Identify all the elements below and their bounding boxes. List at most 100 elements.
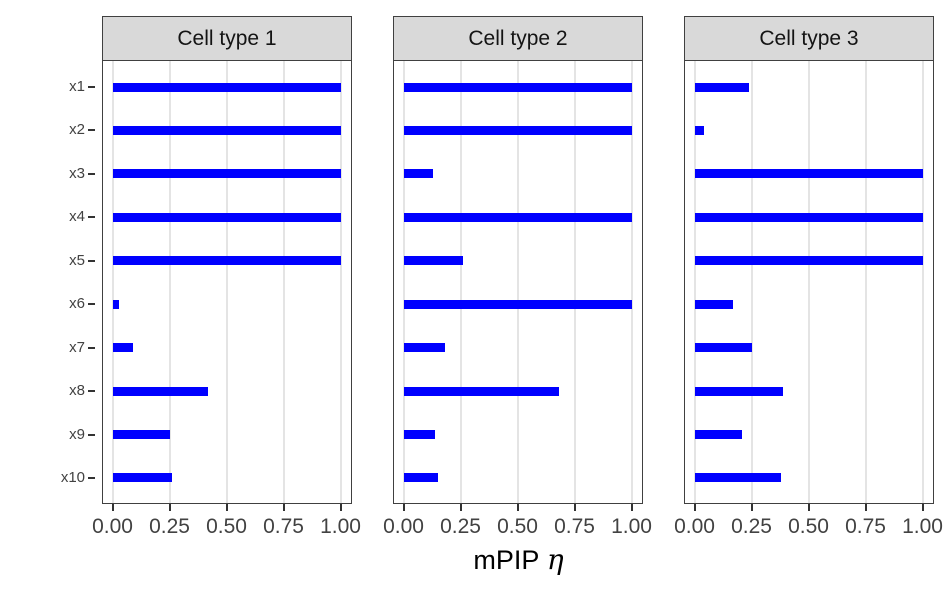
x-axis-tick — [750, 504, 753, 511]
y-axis-label-x8: x8 — [69, 382, 85, 400]
x-axis-tick — [516, 504, 519, 511]
bar-x5 — [403, 256, 463, 266]
bar-x1 — [694, 82, 750, 92]
x-axis-tick-label: 0.75 — [554, 515, 595, 538]
bar-x4 — [694, 212, 923, 222]
y-axis-label-x9: x9 — [69, 425, 85, 443]
x-axis-tick — [864, 504, 867, 511]
y-axis-label-x5: x5 — [69, 251, 85, 269]
x-axis-tick — [282, 504, 285, 511]
bar-x7 — [694, 343, 752, 353]
y-axis-label-x7: x7 — [69, 338, 85, 356]
x-axis-tick-label: 0.50 — [206, 515, 247, 538]
x-axis-tick-label: 1.00 — [611, 515, 652, 538]
y-axis-tick — [88, 433, 95, 436]
bar-x1 — [112, 82, 341, 92]
bar-x3 — [694, 169, 923, 179]
x-axis-tick-label: 0.50 — [497, 515, 538, 538]
gridline-0.00 — [111, 61, 114, 503]
x-axis-tick — [807, 504, 810, 511]
bar-x1 — [403, 82, 632, 92]
x-axis-tick — [573, 504, 576, 511]
y-axis-label-x6: x6 — [69, 295, 85, 313]
y-axis-label-x3: x3 — [69, 164, 85, 182]
x-axis-tick — [693, 504, 696, 511]
bar-x6 — [694, 299, 734, 309]
x-axis-title: mPIP η — [102, 543, 935, 579]
x-axis-tick — [168, 504, 171, 511]
bar-x3 — [112, 169, 341, 179]
x-axis-tick-label: 1.00 — [320, 515, 361, 538]
y-axis-tick — [88, 476, 95, 479]
gridline-0.25 — [750, 61, 753, 503]
gridline-0.00 — [402, 61, 405, 503]
y-axis-tick — [88, 346, 95, 349]
x-axis-tick-label: 0.75 — [845, 515, 886, 538]
x-axis-tick — [402, 504, 405, 511]
x-axis-tick-label: 0.00 — [92, 515, 133, 538]
x-axis-tick-label: 1.00 — [902, 515, 943, 538]
gridline-0.50 — [225, 61, 228, 503]
x-axis-tick-label: 0.75 — [263, 515, 304, 538]
y-axis-tick — [88, 216, 95, 219]
gridline-0.75 — [864, 61, 867, 503]
gridline-0.25 — [459, 61, 462, 503]
x-axis-title-eta-symbol: η — [546, 543, 564, 576]
x-axis-tick-label: 0.25 — [731, 515, 772, 538]
facet-strip-label: Cell type 2 — [468, 26, 568, 50]
facet-strip: Cell type 2 — [393, 16, 643, 61]
bar-x2 — [112, 125, 341, 135]
x-axis-tick — [339, 504, 342, 511]
y-axis-tick — [88, 86, 95, 89]
x-axis-tick-label: 0.00 — [674, 515, 715, 538]
facet-strip-label: Cell type 1 — [177, 26, 277, 50]
y-axis-label-x4: x4 — [69, 208, 85, 226]
bar-x2 — [694, 125, 704, 135]
x-axis-tick — [111, 504, 114, 511]
facet-strip: Cell type 1 — [102, 16, 352, 61]
bar-x2 — [403, 125, 632, 135]
bar-x5 — [694, 256, 923, 266]
facet-strip: Cell type 3 — [684, 16, 934, 61]
bar-x4 — [112, 212, 341, 222]
bar-x8 — [694, 386, 784, 396]
x-axis-tick — [459, 504, 462, 511]
bar-x5 — [112, 256, 341, 266]
bar-x7 — [112, 343, 134, 353]
bar-x10 — [112, 473, 172, 483]
bar-x9 — [694, 430, 743, 439]
x-axis-tick — [225, 504, 228, 511]
gridline-0.50 — [516, 61, 519, 503]
bar-x8 — [112, 386, 209, 396]
bar-x9 — [112, 430, 170, 439]
panel — [684, 60, 934, 504]
gridline-0.75 — [573, 61, 576, 503]
x-axis-tick — [921, 504, 924, 511]
y-axis-tick — [88, 172, 95, 175]
x-axis-tick-label: 0.25 — [149, 515, 190, 538]
x-axis-tick-label: 0.00 — [383, 515, 424, 538]
y-axis-label-x1: x1 — [69, 78, 85, 96]
gridline-1.00 — [630, 61, 633, 503]
gridline-0.25 — [168, 61, 171, 503]
x-axis-tick-label: 0.50 — [788, 515, 829, 538]
bar-x8 — [403, 386, 559, 396]
bar-x3 — [403, 169, 434, 179]
y-axis-tick — [88, 390, 95, 393]
x-axis-tick-label: 0.25 — [440, 515, 481, 538]
y-axis-tick — [88, 129, 95, 132]
facet-cell-type-1: Cell type 1 0.00 0.25 0.50 0.75 1.00 — [92, 16, 361, 556]
facet-cell-type-3: Cell type 3 0.00 0.25 0.50 0.75 1.00 — [674, 16, 943, 556]
bar-x7 — [403, 343, 445, 353]
gridline-0.50 — [807, 61, 810, 503]
panel — [102, 60, 352, 504]
facet-strip-label: Cell type 3 — [759, 26, 859, 50]
gridline-1.00 — [921, 61, 924, 503]
facet-cell-type-2: Cell type 2 0.00 0.25 0.50 0.75 1.00 — [383, 16, 652, 556]
x-axis-title-text: mPIP — [473, 545, 540, 575]
y-axis-label-x2: x2 — [69, 121, 85, 139]
bar-x6 — [403, 299, 632, 309]
bar-x10 — [403, 473, 438, 483]
bar-x10 — [694, 473, 782, 483]
